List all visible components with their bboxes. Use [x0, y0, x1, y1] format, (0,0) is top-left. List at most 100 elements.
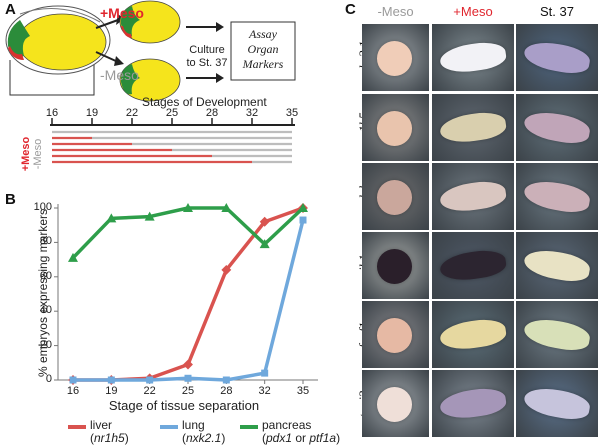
x-axis-label: Stage of tissue separation: [108, 398, 260, 413]
legend-marker-liver: (nr1h5): [90, 431, 129, 445]
assay-label-line-1: Assay: [249, 27, 277, 41]
y-tick-label: 0: [45, 373, 52, 385]
series-line-pancreas: [71, 206, 305, 260]
embryo-photo-tile: [362, 370, 429, 437]
data-point-lung: [299, 216, 307, 224]
embryo-photo-tile: [362, 301, 429, 368]
embryo-specimen: [376, 317, 412, 353]
assay-label-line-3: Markers: [242, 57, 284, 71]
legend-text-part: nxk2.1: [186, 431, 222, 445]
data-point-lung: [261, 369, 269, 377]
y-tick-label: 40: [39, 304, 52, 317]
legend-text-part: ptf1a: [309, 431, 337, 445]
embryo-photo-tile: [432, 163, 514, 230]
legend-swatch-pancreas: [240, 425, 258, 429]
legend-swatch-liver: [68, 425, 86, 429]
x-tick-label: 35: [296, 385, 310, 397]
embryo-specimen: [522, 246, 592, 285]
legend-label-liver: liver: [90, 418, 113, 432]
panel-letter-b: B: [5, 191, 16, 208]
embryo-photo-tile: [432, 370, 514, 437]
schematic-panel-a: [5, 0, 296, 164]
embryo-photo-tile: [516, 24, 598, 91]
x-tick-label: 32: [258, 385, 271, 397]
data-point-lung: [146, 376, 154, 384]
data-point-lung: [184, 374, 192, 382]
legend-marker-pancreas: (pdx1 or ptf1a): [262, 431, 340, 445]
assay-label: Assay Organ Markers: [231, 27, 295, 72]
stage-tick-label: 32: [245, 107, 259, 119]
culture-label-line-1: Culture: [189, 44, 225, 56]
legend-text-part: pdx1: [266, 431, 293, 445]
embryo-photo-tile: [516, 370, 598, 437]
embryo-photo-tile: [516, 301, 598, 368]
data-point-liver: [183, 359, 193, 370]
data-point-lung: [222, 376, 230, 384]
embryo-photo-tile: [516, 163, 598, 230]
data-point-pancreas: [259, 239, 270, 249]
embryo-specimen: [522, 315, 592, 354]
panel-letter-a: A: [5, 1, 16, 18]
embryo-specimen: [438, 109, 508, 146]
embryo-photo-tile: [362, 163, 429, 230]
x-tick-label: 28: [220, 385, 233, 397]
data-point-lung: [69, 376, 77, 384]
data-point-pancreas: [183, 203, 193, 212]
embryo-specimen: [438, 39, 508, 76]
embryo-photo-tile: [432, 94, 514, 161]
legend-label-pancreas: pancreas: [262, 418, 312, 432]
stages-title: Stages of Development: [142, 95, 267, 109]
x-tick-label: 22: [143, 385, 156, 397]
legend-text-part: (: [262, 431, 266, 445]
legend-text-part: ): [336, 431, 341, 445]
embryo-specimen: [522, 38, 592, 77]
minus-meso-label: -Meso: [100, 67, 139, 83]
line-chart-panel-b: [54, 203, 318, 385]
minus-meso-explant-illustration: [119, 58, 181, 102]
series-line-lung: [73, 219, 305, 382]
embryo-specimen: [438, 385, 508, 422]
y-tick-label: 80: [39, 235, 52, 248]
embryo-specimen: [376, 386, 412, 422]
legend-text-part: ): [221, 431, 226, 445]
y-tick-label: 20: [39, 338, 52, 351]
embryo-specimen: [438, 316, 508, 353]
legend-text-part: (: [182, 431, 186, 445]
data-point-pancreas: [144, 211, 155, 221]
embryo-specimen: [376, 179, 412, 215]
y-axis-label: % embryos expressing markers: [36, 208, 50, 378]
embryo-photo-tile: [432, 301, 514, 368]
x-tick-label: 19: [105, 385, 118, 397]
bracket-line: [9, 60, 95, 96]
x-tick-label: 16: [66, 385, 80, 397]
embryo-specimen: [522, 108, 592, 147]
data-point-pancreas: [221, 203, 232, 212]
y-tick-label: 100: [33, 201, 52, 213]
stage-tick-label: 35: [285, 107, 299, 119]
assay-label-line-2: Organ: [247, 42, 279, 56]
stage-tick-label: 25: [165, 107, 179, 119]
embryo-photo-tile: [432, 232, 514, 299]
embryo-specimen: [522, 384, 592, 423]
embryo-explant-illustration: [5, 5, 111, 75]
embryo-specimen: [438, 178, 508, 215]
embryo-photo-tile: [362, 94, 429, 161]
data-point-pancreas: [298, 203, 308, 212]
embryo-photo-tile: [432, 24, 514, 91]
plus-meso-explant-illustration: [119, 0, 181, 44]
data-point-lung: [107, 376, 115, 384]
stage-tick-label: 28: [205, 107, 219, 119]
legend-text-part: ): [124, 431, 129, 445]
stage-tick-label: 22: [125, 107, 139, 119]
stage-tick-label: 19: [85, 107, 99, 119]
culture-label: Culture to St. 37: [178, 44, 236, 70]
legend-text-part: nr1h5: [94, 431, 125, 445]
assay-box: [230, 21, 296, 81]
data-point-pancreas: [68, 252, 78, 262]
column-header: -Meso: [377, 4, 414, 19]
embryo-specimen: [438, 247, 508, 284]
embryo-specimen: [376, 110, 412, 146]
panel-letter-c: C: [345, 1, 356, 18]
data-point-liver: [259, 216, 270, 227]
data-point-pancreas: [106, 213, 117, 223]
